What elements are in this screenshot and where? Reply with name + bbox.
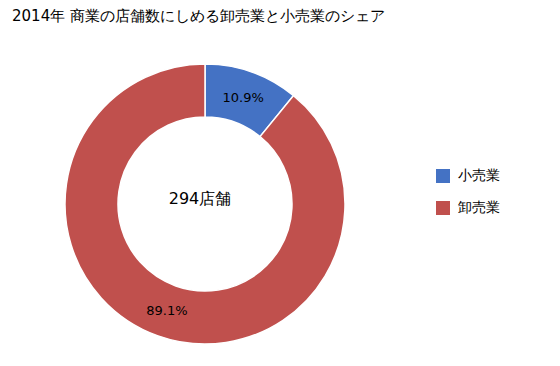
svg-text:10.9%: 10.9% xyxy=(222,90,263,105)
svg-text:89.1%: 89.1% xyxy=(146,303,187,318)
html-text:2014年 商業の店舗数にしめる卸売業と小売業のシェア: 2014年 商業の店舗数にしめる卸売業と小売業のシェア xyxy=(12,7,385,25)
html-text:卸売業: 卸売業 xyxy=(458,199,500,215)
html-text:294店舗: 294店舗 xyxy=(168,188,232,208)
html-text:小売業: 小売業 xyxy=(458,167,500,183)
